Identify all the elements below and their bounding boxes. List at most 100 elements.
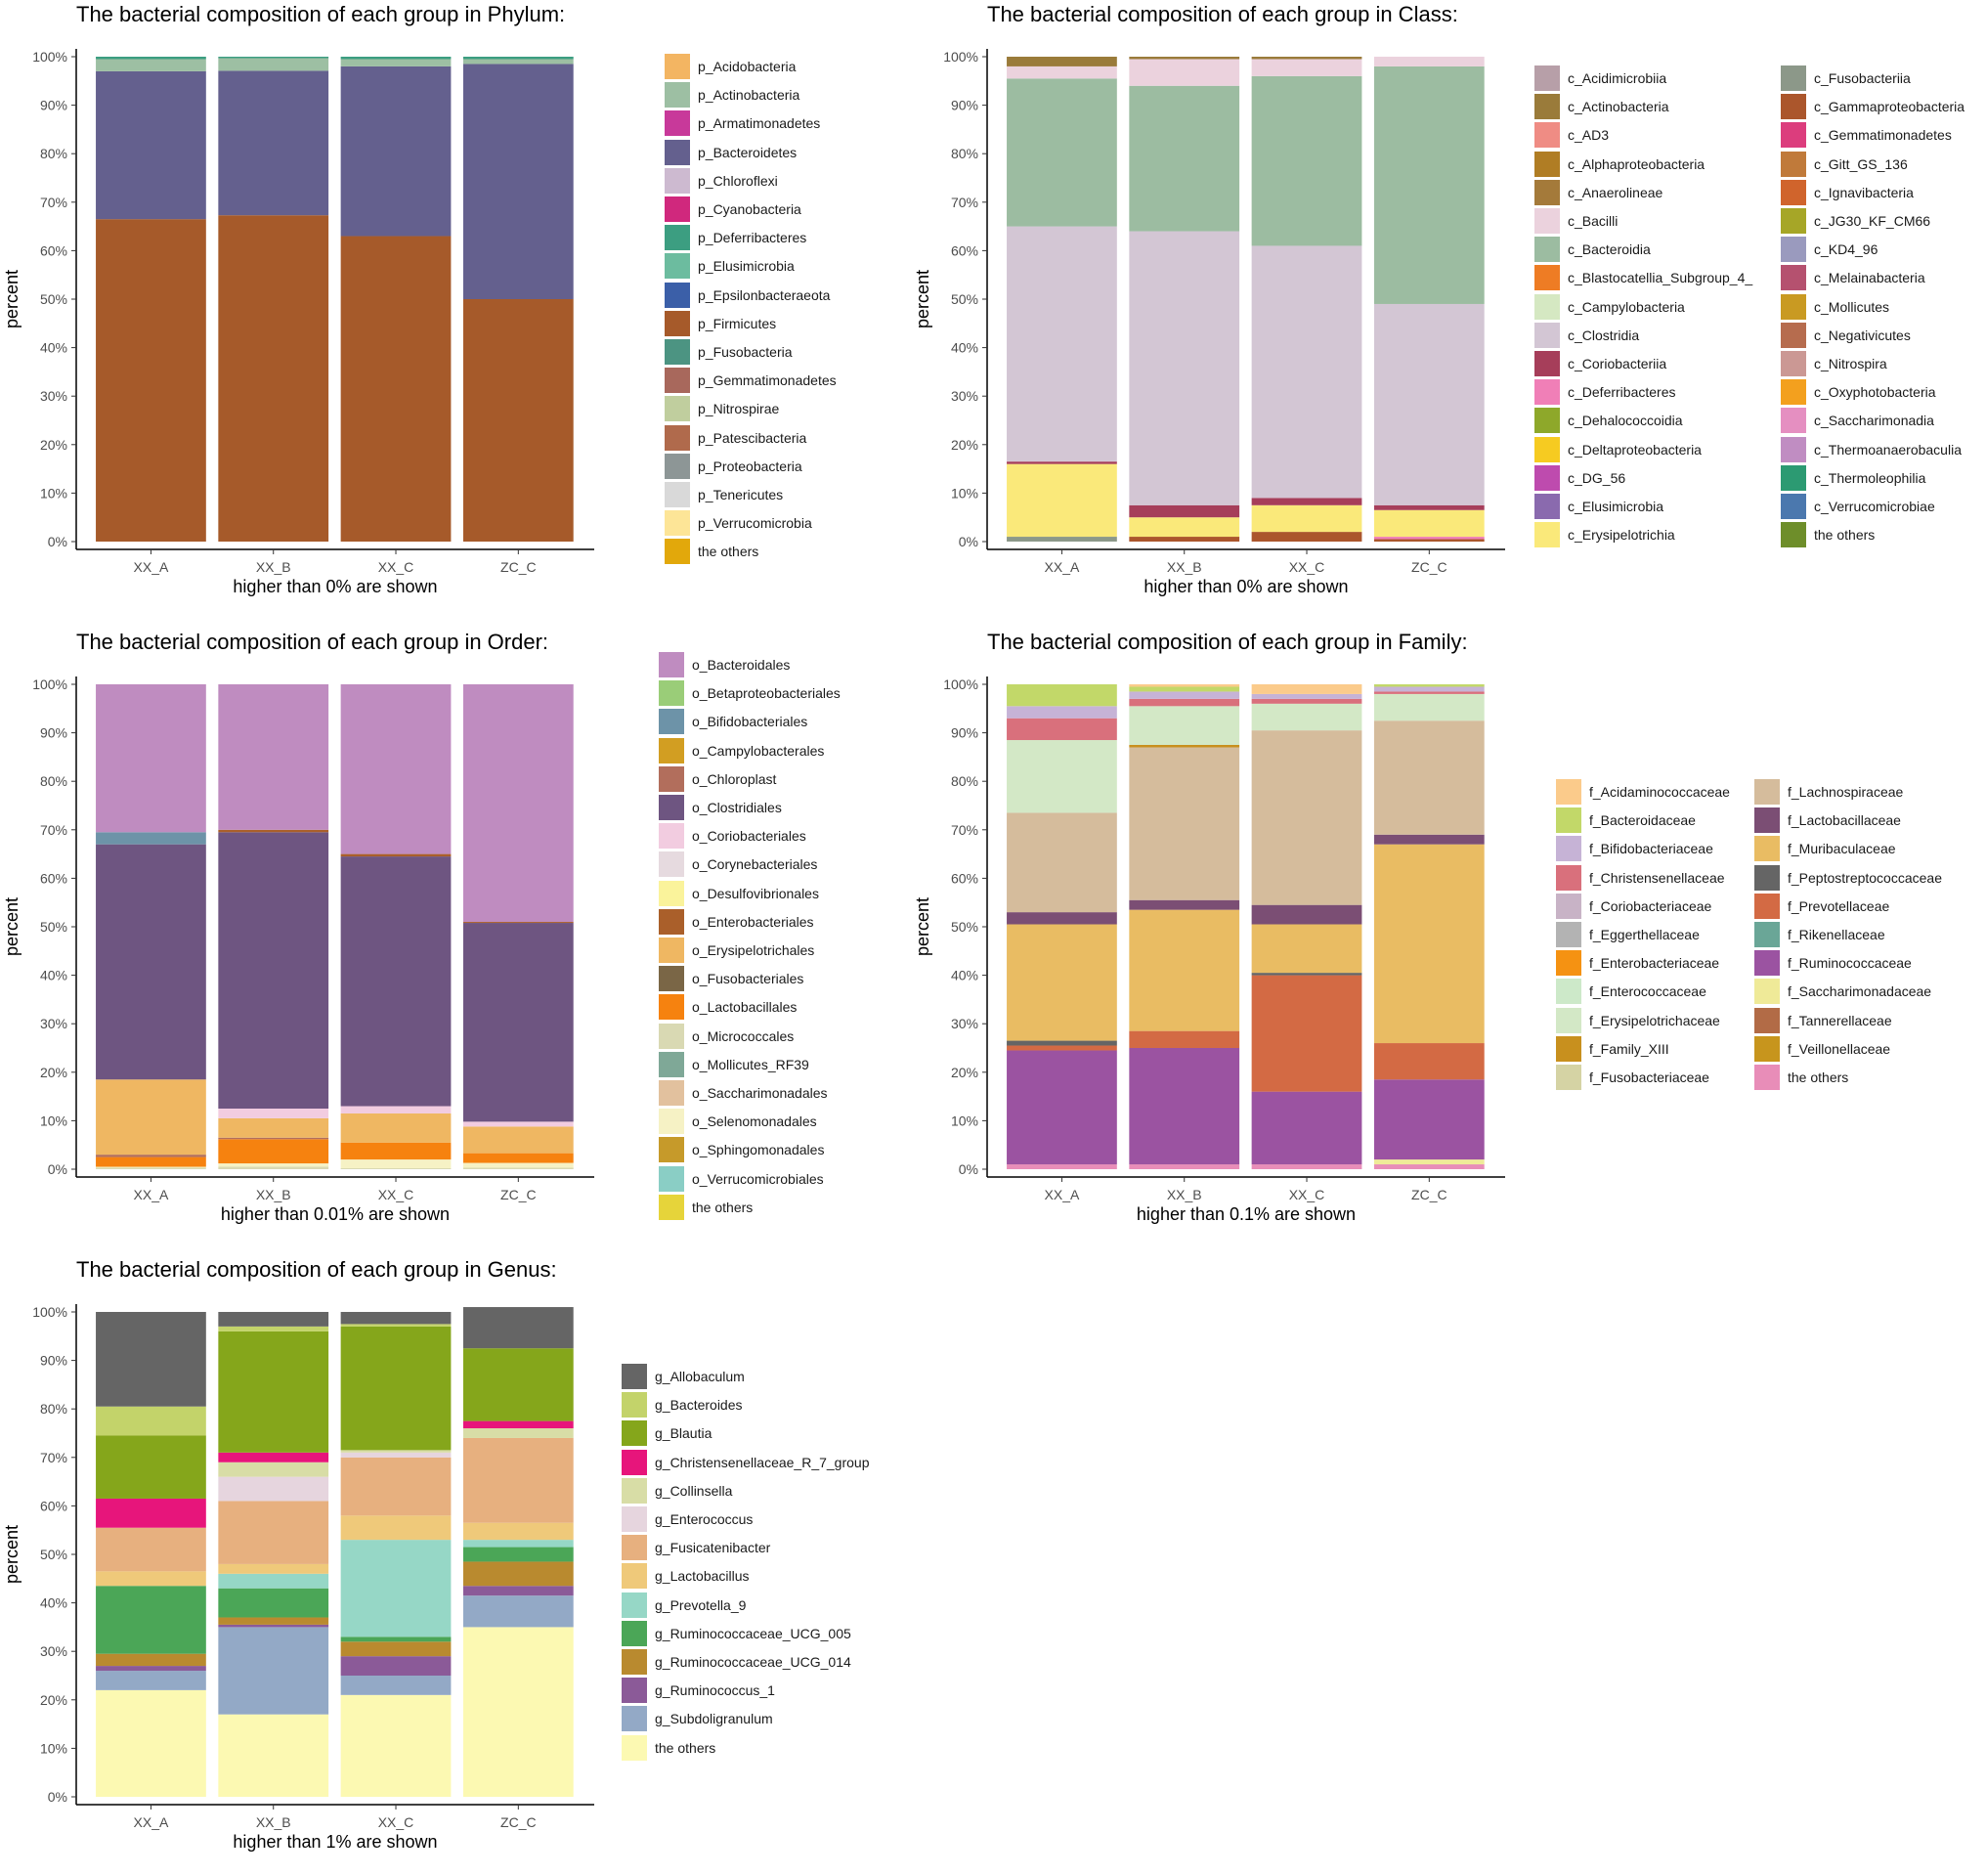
legend-label: c_Erysipelotrichia — [1568, 527, 1675, 544]
legend-swatch — [622, 1420, 647, 1447]
legend-item: o_Fusobacteriales — [659, 966, 803, 992]
legend-label: o_Saccharimonadales — [692, 1085, 828, 1101]
bar-segment — [1251, 703, 1362, 731]
bar-segment — [1129, 59, 1240, 86]
bar-segment — [96, 70, 206, 220]
legend-label: f_Acidaminococcaceae — [1589, 784, 1730, 800]
bar-segment — [340, 1113, 452, 1143]
x-tick-label: ZC_C — [500, 1814, 537, 1830]
legend-item: c_Melainabacteria — [1781, 265, 1925, 291]
bar-segment — [96, 1666, 206, 1672]
x-tick-label: XX_A — [1045, 559, 1080, 575]
x-tick-label: XX_C — [1289, 559, 1325, 575]
bar-segment — [96, 1155, 206, 1157]
legend-item: f_Prevotellaceae — [1754, 893, 1889, 919]
legend-swatch — [665, 167, 690, 194]
legend-label: c_Campylobacteria — [1568, 298, 1685, 315]
y-tick-label: 50% — [40, 1547, 67, 1562]
bar-segment — [1129, 745, 1240, 748]
y-tick-label: 20% — [40, 1692, 67, 1708]
bar-segment — [462, 59, 574, 65]
bar-segment — [340, 1450, 452, 1453]
y-tick-label: 0% — [48, 534, 67, 549]
legend-item: c_Alphaproteobacteria — [1534, 151, 1705, 177]
legend-swatch — [1534, 122, 1560, 149]
bar-segment — [1251, 1164, 1362, 1169]
legend-item: the others — [622, 1734, 715, 1761]
legend-swatch — [665, 310, 690, 336]
legend-label: o_Desulfovibrionales — [692, 885, 819, 901]
legend-swatch — [1781, 351, 1806, 376]
legend-swatch — [622, 1392, 647, 1418]
legend-label: c_Blastocatellia_Subgroup_4_ — [1568, 270, 1753, 286]
legend-swatch — [1781, 379, 1806, 406]
legend-swatch — [659, 1165, 684, 1192]
legend-swatch — [1781, 151, 1806, 177]
legend-swatch — [659, 1023, 684, 1049]
bar-segment — [1129, 85, 1240, 232]
y-tick-label: 70% — [951, 195, 978, 210]
bar-segment — [1373, 686, 1485, 692]
x-tick-label: XX_A — [1045, 1187, 1080, 1202]
bar-segment — [462, 1428, 574, 1438]
legend-swatch — [1556, 864, 1581, 891]
legend-swatch — [622, 1506, 647, 1532]
legend-swatch — [659, 966, 684, 992]
legend-item: c_AD3 — [1534, 122, 1609, 149]
y-tick-label: 40% — [40, 1595, 67, 1611]
legend-swatch — [659, 938, 684, 963]
legend-swatch — [659, 1137, 684, 1163]
legend-swatch — [659, 880, 684, 906]
legend-swatch — [622, 1678, 647, 1704]
bar-segment — [340, 236, 452, 542]
bar-segment — [1251, 698, 1362, 704]
bar-segment — [1373, 1043, 1485, 1080]
chart-title: The bacterial composition of each group … — [76, 1257, 557, 1282]
y-tick-label: 60% — [951, 242, 978, 258]
bar-segment — [462, 1437, 574, 1523]
bar-segment — [1007, 684, 1117, 707]
legend-swatch — [1781, 494, 1806, 519]
legend-label: p_Bacteroidetes — [698, 144, 798, 160]
legend-label: f_Peptostreptococcaceae — [1788, 869, 1942, 886]
legend-label: f_Veillonellaceae — [1788, 1040, 1891, 1057]
bar-segment — [96, 684, 206, 833]
legend-item: p_Nitrospirae — [665, 396, 779, 422]
legend-swatch — [1781, 464, 1806, 491]
legend-item: g_Christensenellaceae_R_7_group — [622, 1449, 870, 1475]
legend-item: g_Enterococcus — [622, 1506, 753, 1532]
legend-label: o_Coriobacteriales — [692, 828, 806, 845]
bar-segment — [1129, 231, 1240, 505]
bar-segment — [340, 1656, 452, 1676]
legend-item: c_Oxyphotobacteria — [1781, 379, 1936, 406]
bar-segment — [462, 684, 574, 923]
bar-segment — [1373, 1159, 1485, 1165]
bar-segment — [218, 1331, 329, 1453]
legend-label: f_Fusobacteriaceae — [1589, 1069, 1709, 1085]
y-tick-label: 20% — [951, 437, 978, 453]
legend-swatch — [1534, 522, 1560, 548]
bar-segment — [1251, 75, 1362, 246]
legend-item: c_Bacteroidia — [1534, 237, 1651, 263]
legend-label: p_Deferribacteres — [698, 230, 807, 246]
legend-swatch — [1781, 208, 1806, 234]
x-axis-title: higher than 0.1% are shown — [1137, 1204, 1356, 1224]
y-tick-label: 90% — [40, 725, 67, 741]
x-tick-label: XX_B — [256, 559, 291, 575]
bar-segment — [1373, 1164, 1485, 1169]
y-axis-title: percent — [913, 897, 932, 956]
x-axis-title: higher than 0% are shown — [233, 577, 437, 596]
bar-segment — [462, 1547, 574, 1562]
legend-swatch — [665, 139, 690, 165]
legend-swatch — [1534, 151, 1560, 177]
bar-segment — [1251, 904, 1362, 925]
bar-segment — [462, 1586, 574, 1596]
y-tick-label: 80% — [40, 146, 67, 161]
legend-item: g_Ruminococcus_1 — [622, 1678, 775, 1704]
bar-segment — [340, 684, 452, 854]
legend-label: p_Acidobacteria — [698, 59, 797, 74]
legend-item: g_Fusicatenibacter — [622, 1535, 770, 1561]
bar-segment — [1007, 537, 1117, 542]
y-tick-label: 60% — [40, 242, 67, 258]
bar-segment — [340, 65, 452, 237]
